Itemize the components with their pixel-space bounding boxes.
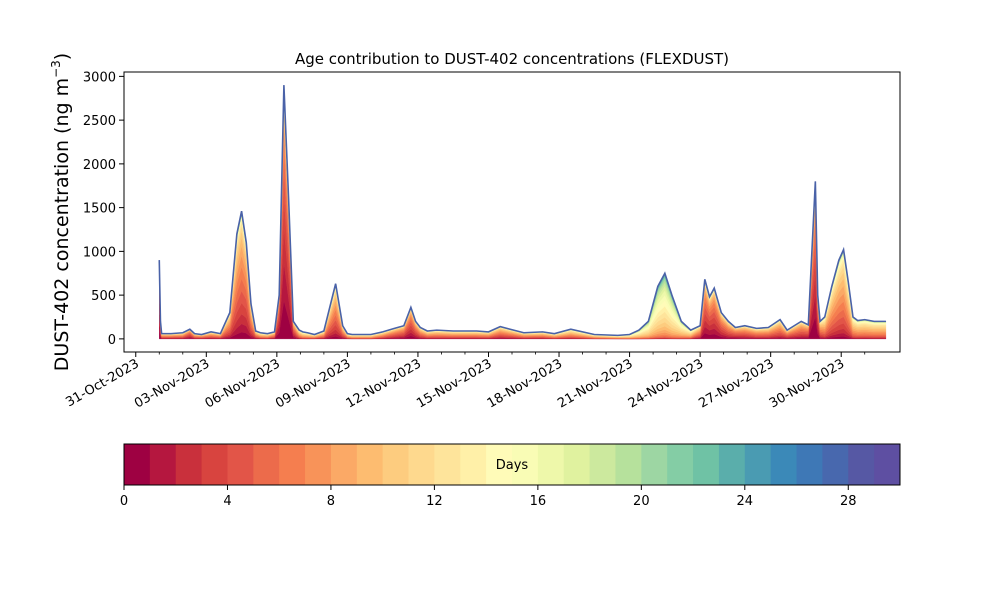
age-band-9 (159, 107, 887, 338)
age-band-29 (159, 85, 887, 336)
age-band-21 (159, 91, 887, 336)
y-tick-label: 2000 (83, 158, 116, 173)
colorbar-segment (512, 444, 539, 485)
y-tick-label: 2500 (83, 114, 116, 129)
colorbar-segment (382, 444, 410, 485)
age-band-7 (159, 121, 887, 339)
colorbar-tick-label: 4 (223, 494, 231, 509)
colorbar-frame (123, 443, 901, 486)
colorbar-segment (434, 444, 461, 485)
chart-title: Age contribution to DUST-402 concentrati… (295, 50, 729, 68)
colorbar-segment (460, 444, 487, 485)
colorbar-segment (149, 444, 177, 485)
age-band-24 (159, 88, 887, 336)
age-band-22 (159, 90, 887, 336)
colorbar-tick-label: 0 (120, 494, 128, 509)
colorbar-segment (589, 444, 616, 485)
age-band-8 (159, 113, 887, 338)
age-band-28 (159, 85, 887, 336)
plot-area (158, 85, 887, 340)
x-tick-label: 09-Nov-2023 (273, 356, 353, 411)
age-band-13 (159, 97, 887, 337)
colorbar-segment (563, 444, 591, 485)
colorbar-tick-label: 12 (426, 494, 443, 509)
colorbar-segment (227, 444, 254, 485)
colorbar-segment (486, 444, 513, 485)
colorbar-segment (667, 444, 694, 485)
x-tick-label: 03-Nov-2023 (132, 356, 212, 411)
age-band-20 (159, 91, 887, 336)
colorbar-axis: 0 4 8 12 16 20 24 28 (120, 485, 857, 509)
colorbar-label: Days (496, 458, 529, 473)
x-tick-label: 12-Nov-2023 (344, 356, 424, 411)
colorbar-segment (796, 444, 823, 485)
colorbar-tick-label: 28 (840, 494, 857, 509)
colorbar-segment (744, 444, 772, 485)
colorbar-segment (305, 444, 332, 485)
x-tick-label: 31-Oct-2023 (63, 356, 141, 410)
colorbar-segment (330, 444, 358, 485)
colorbar-segment (770, 444, 798, 485)
x-tick-label: 27-Nov-2023 (696, 356, 776, 411)
y-axis-label-main: DUST-402 concentration (ng m (51, 78, 73, 371)
y-axis-label: DUST-402 concentration (ng m−3) (49, 53, 73, 371)
colorbar-segment (874, 444, 901, 485)
colorbar-tick-label: 8 (327, 494, 335, 509)
x-tick-label: 30-Nov-2023 (767, 356, 847, 411)
colorbar-tick-label: 16 (530, 494, 547, 509)
x-tick-label: 18-Nov-2023 (485, 356, 565, 411)
colorbar-tick-label: 20 (633, 494, 650, 509)
age-band-10 (159, 103, 887, 338)
colorbar-segment (848, 444, 875, 485)
colorbar-segment (718, 444, 746, 485)
x-tick-label: 06-Nov-2023 (203, 356, 283, 411)
age-band-6 (159, 133, 887, 339)
plot-frame (123, 71, 901, 353)
age-band-27 (159, 86, 887, 336)
colorbar-tick-label: 24 (737, 494, 754, 509)
colorbar-segment (693, 444, 720, 485)
colorbar-segment (356, 444, 384, 485)
age-band-15 (159, 95, 887, 337)
colorbar-segment (124, 444, 151, 485)
y-tick-label: 500 (91, 289, 116, 304)
age-band-19 (159, 92, 887, 336)
svg-text:DUST-402 concentration (ng m−3: DUST-402 concentration (ng m−3) (49, 53, 73, 371)
age-band-5 (159, 150, 887, 339)
x-tick-label: 21-Nov-2023 (555, 356, 635, 411)
age-band-4 (159, 171, 887, 339)
colorbar-segment (822, 444, 849, 485)
y-axis-label-close: ) (51, 53, 73, 60)
x-tick-label: 24-Nov-2023 (626, 356, 706, 411)
colorbar-segment (201, 444, 228, 485)
y-tick-label: 3000 (83, 70, 116, 85)
colorbar-segment (408, 444, 435, 485)
colorbar-segment (537, 444, 565, 485)
age-band-12 (159, 99, 887, 337)
colorbar-segment (175, 444, 203, 485)
colorbar-segment (615, 444, 642, 485)
y-axis: 0 500 1000 1500 2000 2500 3000 (83, 70, 124, 348)
age-band-23 (159, 89, 887, 336)
age-band-25 (159, 88, 887, 336)
y-axis-label-exponent: −3 (49, 60, 63, 78)
age-band-17 (159, 94, 887, 336)
colorbar-segment (641, 444, 668, 485)
age-band-11 (159, 100, 887, 338)
age-band-16 (159, 94, 887, 336)
x-axis: 31-Oct-202303-Nov-202306-Nov-202309-Nov-… (63, 352, 866, 411)
y-tick-label: 0 (108, 333, 116, 348)
age-band-14 (159, 96, 887, 337)
y-tick-label: 1000 (83, 245, 116, 260)
y-tick-label: 1500 (83, 202, 116, 217)
colorbar (124, 444, 901, 485)
colorbar-segment (279, 444, 306, 485)
age-band-26 (159, 87, 887, 336)
total-concentration-line (158, 85, 886, 337)
x-tick-label: 15-Nov-2023 (414, 356, 494, 411)
age-band-18 (159, 93, 887, 336)
age-band-3 (159, 197, 887, 339)
colorbar-segment (253, 444, 280, 485)
